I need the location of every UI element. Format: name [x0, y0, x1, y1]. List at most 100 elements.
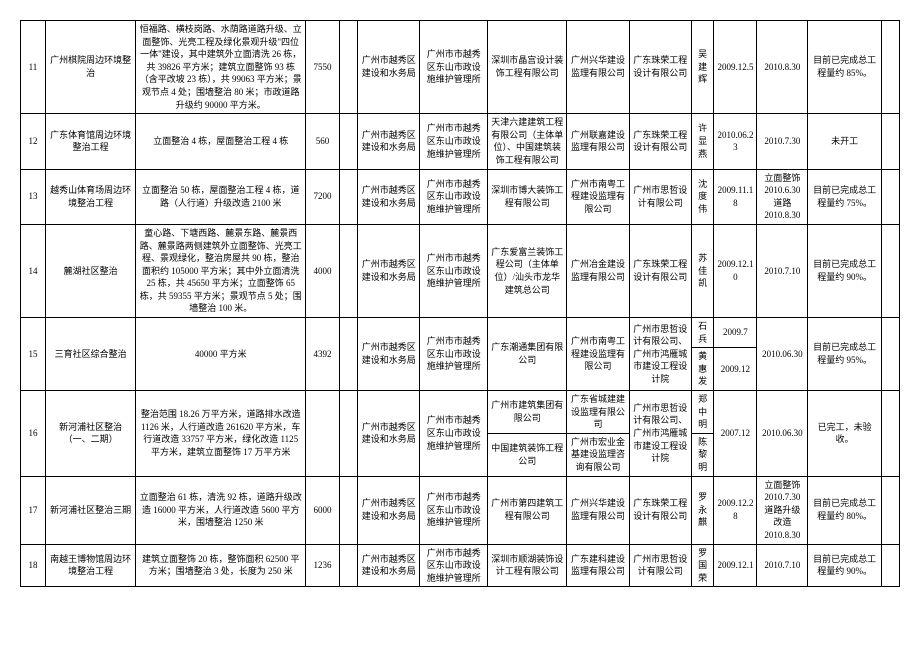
cell: 立面整治 61 栋，清洗 92 栋，道路升级改造 16000 平方米，人行道改造… [136, 476, 306, 544]
cell: 2009.12.1 [714, 544, 757, 587]
cell: 2007.12 [714, 391, 757, 477]
cell: 2010.06.23 [714, 114, 757, 169]
cell: 广东珠荣工程设计有限公司 [629, 114, 691, 169]
cell: 40000 平方米 [136, 318, 306, 391]
cell: 12 [21, 114, 46, 169]
cell [340, 391, 358, 477]
cell [340, 476, 358, 544]
cell: 目前已完成总工程量约 90%。 [808, 544, 882, 587]
cell: 15 [21, 318, 46, 391]
cell: 广州兴华建设监理有限公司 [567, 21, 629, 114]
cell: 广州市越秀区建设和水务局 [358, 169, 420, 224]
cell: 三育社区综合整治 [45, 318, 136, 391]
cell: 立面整治 50 栋，屋面整治工程 4 栋，道路（人行道）升级改造 2100 米 [136, 169, 306, 224]
cell: 广州市市越秀区东山市政设施维护管理所 [420, 114, 488, 169]
cell [881, 476, 899, 544]
cell: 广州市越秀区建设和水务局 [358, 318, 420, 391]
cell: 立面整饰 2010.7.30 道路升级改造 2010.8.30 [757, 476, 808, 544]
cell: 恒福路、横枝岗路、水荫路道路升级、立面整饰、光亮工程及绿化景观升级"四位一体"建… [136, 21, 306, 114]
cell: 广东爱富兰装饰工程公司（主体单位）/汕头市龙华建筑总公司 [488, 224, 567, 317]
cell: 2009.11.18 [714, 169, 757, 224]
cell [306, 391, 340, 477]
cell: 广东体育馆周边环境整治工程 [45, 114, 136, 169]
cell [881, 114, 899, 169]
cell: 已完工，未验收。 [808, 391, 882, 477]
cell: 立面整饰 2010.6.30 道路 2010.8.30 [757, 169, 808, 224]
cell: 郑中明 [691, 391, 714, 434]
cell: 7200 [306, 169, 340, 224]
cell: 11 [21, 21, 46, 114]
cell: 新河浦社区整治（一、二期） [45, 391, 136, 477]
cell: 广州市市越秀区东山市政设施维护管理所 [420, 318, 488, 391]
cell: 广州市越秀区建设和水务局 [358, 224, 420, 317]
cell: 广州市思哲设计有限公司 [629, 544, 691, 587]
cell: 13 [21, 169, 46, 224]
cell: 广州市市越秀区东山市政设施维护管理所 [420, 21, 488, 114]
cell: 目前已完成总工程量约 75%。 [808, 169, 882, 224]
cell: 14 [21, 224, 46, 317]
cell [340, 169, 358, 224]
cell: 新河浦社区整治三期 [45, 476, 136, 544]
cell: 2009.12.28 [714, 476, 757, 544]
cell: 广东省城建建设监理有限公司 [567, 391, 629, 434]
cell: 2010.7.10 [757, 544, 808, 587]
cell: 4392 [306, 318, 340, 391]
cell: 广州市思哲设计有限公司、广州市鸿雁城市建设工程设计院 [629, 318, 691, 391]
cell: 立面整治 4 栋，屋面整治工程 4 栋 [136, 114, 306, 169]
cell [881, 318, 899, 391]
cell: 广州市第四建筑工程有限公司 [488, 476, 567, 544]
cell: 罗永麒 [691, 476, 714, 544]
cell: 建筑立面整饰 20 栋，整饰面积 62500 平方米；围墙整治 3 处，长度为 … [136, 544, 306, 587]
cell: 广州市南粤工程建设监理有限公司 [567, 169, 629, 224]
cell: 4000 [306, 224, 340, 317]
cell: 越秀山体育场周边环境整治工程 [45, 169, 136, 224]
cell: 广州市市越秀区东山市政设施维护管理所 [420, 224, 488, 317]
cell: 广州市越秀区建设和水务局 [358, 391, 420, 477]
cell: 2010.7.30 [757, 114, 808, 169]
data-table: 11广州棋院周边环境整治恒福路、横枝岗路、水荫路道路升级、立面整饰、光亮工程及绿… [20, 20, 900, 587]
cell: 吴建辉 [691, 21, 714, 114]
cell: 广州市建筑集团有限公司 [488, 391, 567, 434]
cell: 2009.7 [714, 318, 757, 348]
cell: 广州棋院周边环境整治 [45, 21, 136, 114]
cell: 2010.06.30 [757, 318, 808, 391]
cell: 广州市宏业金基建设监理咨询有限公司 [567, 433, 629, 476]
cell [340, 544, 358, 587]
cell [881, 169, 899, 224]
cell: 广州市越秀区建设和水务局 [358, 544, 420, 587]
cell: 广东珠荣工程设计有限公司 [629, 224, 691, 317]
cell: 目前已完成总工程量约 90%。 [808, 224, 882, 317]
cell: 16 [21, 391, 46, 477]
cell: 整治范围 18.26 万平方米，道路排水改造 1126 米，人行道改造 2616… [136, 391, 306, 477]
cell: 广东珠荣工程设计有限公司 [629, 476, 691, 544]
cell: 陈黎明 [691, 433, 714, 476]
cell: 广州市市越秀区东山市政设施维护管理所 [420, 476, 488, 544]
cell: 2009.12.10 [714, 224, 757, 317]
cell: 广州市越秀区建设和水务局 [358, 114, 420, 169]
cell: 2010.7.10 [757, 224, 808, 317]
cell: 沈度伟 [691, 169, 714, 224]
cell: 广州兴华建设监理有限公司 [567, 476, 629, 544]
cell: 广州联嘉建设监理有限公司 [567, 114, 629, 169]
cell: 目前已完成总工程量约 80%。 [808, 476, 882, 544]
cell: 6000 [306, 476, 340, 544]
cell: 天津六建建筑工程有限公司（主体单位）、中国建筑装饰工程有限公司 [488, 114, 567, 169]
cell: 苏佳凯 [691, 224, 714, 317]
cell: 2009.12.5 [714, 21, 757, 114]
cell: 深圳市博大装饰工程有限公司 [488, 169, 567, 224]
cell: 黄惠发 [691, 348, 714, 391]
cell [881, 391, 899, 477]
cell: 深圳市晶宫设计装饰工程有限公司 [488, 21, 567, 114]
cell: 目前已完成总工程量约 95%。 [808, 318, 882, 391]
cell [881, 21, 899, 114]
cell: 许显燕 [691, 114, 714, 169]
cell: 南越王博物馆周边环境整治工程 [45, 544, 136, 587]
cell: 罗国荣 [691, 544, 714, 587]
cell [881, 544, 899, 587]
cell: 目前已完成总工程量约 85%。 [808, 21, 882, 114]
cell: 广东珠荣工程设计有限公司 [629, 21, 691, 114]
cell: 广州市南粤工程建设监理有限公司 [567, 318, 629, 391]
cell: 17 [21, 476, 46, 544]
cell: 中国建筑装饰工程公司 [488, 433, 567, 476]
cell: 广州市越秀区建设和水务局 [358, 21, 420, 114]
